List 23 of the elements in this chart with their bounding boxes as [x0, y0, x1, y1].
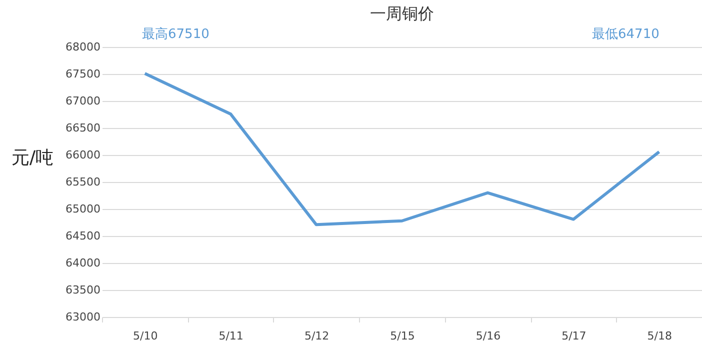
y-tick-label: 65000	[66, 202, 100, 216]
x-tick-label: 5/11	[218, 330, 244, 342]
x-tick-label: 5/18	[647, 330, 672, 342]
y-tick-label: 67000	[66, 94, 100, 108]
y-tick-label: 64000	[66, 256, 100, 270]
text: 最低64710	[592, 27, 660, 42]
y-tick-label: 68000	[66, 40, 100, 54]
text: 最高67510	[142, 26, 210, 42]
x-tick-label: 5/15	[390, 330, 415, 342]
x-tick-label: 5/17	[562, 330, 586, 342]
y-tick-label: 63000	[66, 310, 100, 324]
line-series	[143, 72, 661, 226]
x-tick-label: 5/10	[133, 330, 158, 342]
y-tick-label: 66000	[66, 148, 100, 162]
x-tick-label: 5/12	[304, 330, 330, 342]
x-tick-label: 5/16	[476, 330, 501, 342]
y-axis-title: 元/吨	[11, 148, 54, 168]
y-tick-label: 66500	[66, 122, 100, 134]
chart-title: 一周铜价	[370, 4, 434, 23]
y-tick-label: 67500	[66, 68, 100, 80]
y-tick-label: 63500	[66, 284, 100, 296]
y-tick-label: 64500	[66, 230, 100, 242]
y-tick-label: 65500	[66, 176, 100, 188]
